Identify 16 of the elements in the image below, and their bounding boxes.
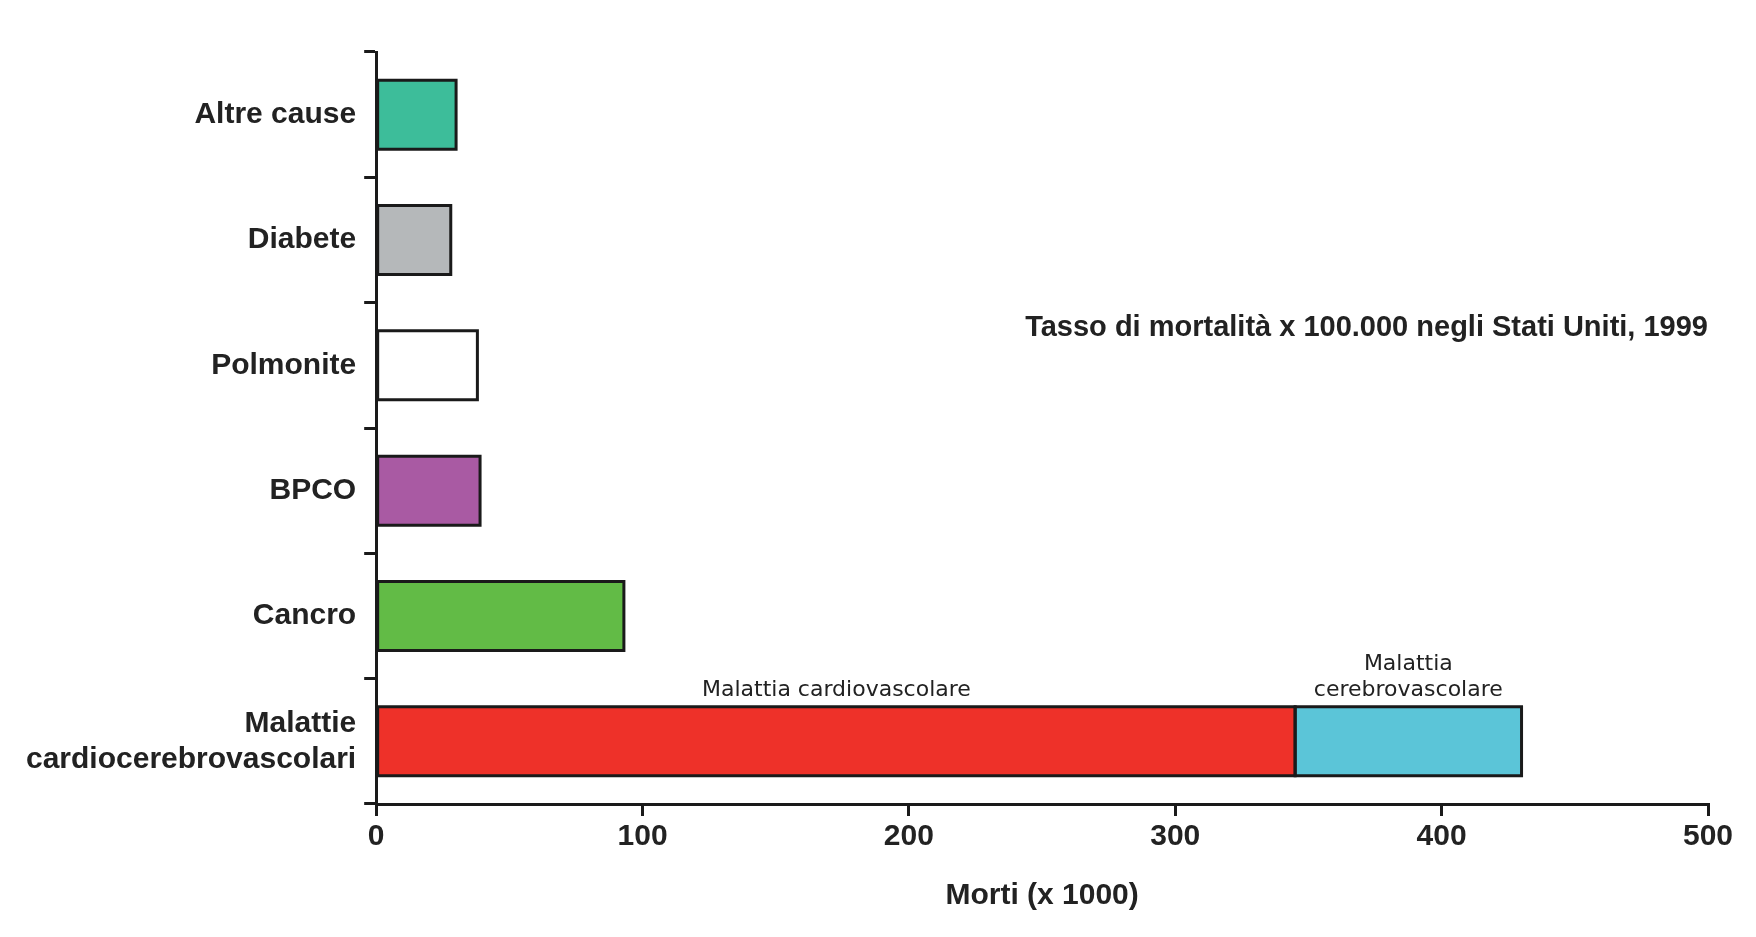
y-tick-label: Diabete xyxy=(247,221,357,255)
x-tick-label: 0 xyxy=(367,818,385,852)
x-tick-label: 500 xyxy=(1682,818,1734,852)
x-tick-label: 200 xyxy=(883,818,934,852)
text: Tasso di mortalità x 100.000 negli Stati Uniti, 1999 xyxy=(1025,309,1708,342)
x-tick-label: 400 xyxy=(1416,818,1467,852)
y-tick-label: Polmonite xyxy=(211,346,357,380)
series-label: Malattia cardiovascolare xyxy=(701,675,971,701)
y-tick-label: BPCO xyxy=(269,471,357,505)
y-tick-label: Altre cause xyxy=(194,95,357,129)
y-tick-label: Malattie cardiocerebrovascolari xyxy=(25,704,357,774)
series-label: Malattia cerebrovascolare xyxy=(1313,649,1503,701)
x-tick-label: 300 xyxy=(1150,818,1201,852)
x-axis-title: Morti (x 1000) xyxy=(945,877,1139,911)
x-tick-label: 100 xyxy=(617,818,668,852)
y-tick-label: Cancro xyxy=(252,597,357,631)
